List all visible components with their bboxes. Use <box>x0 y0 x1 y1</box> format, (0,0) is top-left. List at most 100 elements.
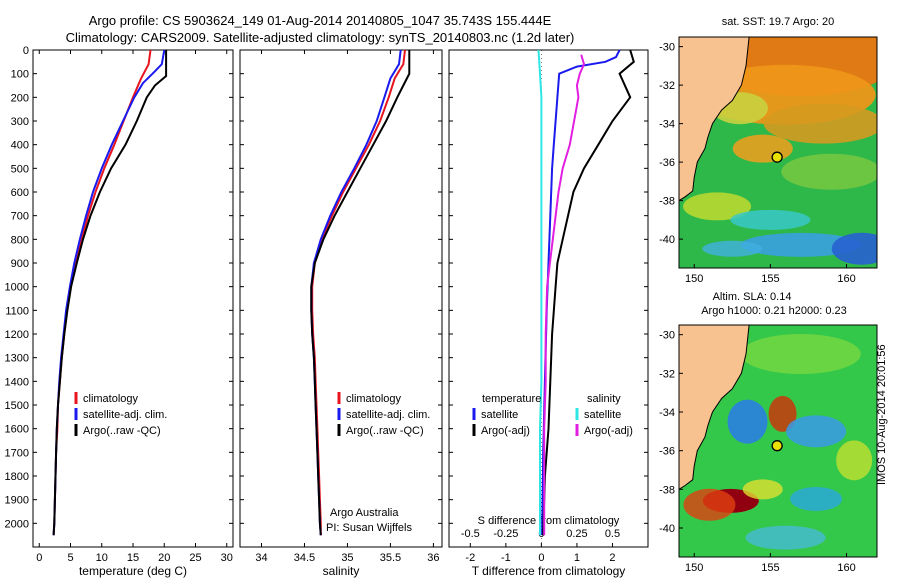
y-tick-label: 1700 <box>5 447 29 459</box>
y-tick-label: -30 <box>659 42 675 54</box>
s-tick-label: 0.5 <box>605 528 620 540</box>
legend-entry: climatology <box>83 393 139 405</box>
y-tick-label: 600 <box>11 187 29 199</box>
x-tick-label: 155 <box>761 562 779 574</box>
y-tick-label: -34 <box>659 119 675 131</box>
x-tick-label: 30 <box>221 552 233 564</box>
land-mass <box>679 37 750 202</box>
y-tick-label: -38 <box>659 196 675 208</box>
x-tick-label: 36 <box>427 552 439 564</box>
y-tick-label: -34 <box>659 407 675 419</box>
map-frame <box>678 36 878 269</box>
legend-group-title: temperature <box>482 393 541 405</box>
x-tick-label: 0 <box>538 552 544 564</box>
y-tick-label: 400 <box>11 140 29 152</box>
x-tick-label: 34 <box>255 552 267 564</box>
float-position-marker <box>771 440 783 452</box>
field-patch <box>768 395 797 432</box>
y-tick-label: 2000 <box>5 518 29 530</box>
x-tick-label: 5 <box>67 552 73 564</box>
x-tick-label: 20 <box>158 552 170 564</box>
y-tick-label: 800 <box>11 234 29 246</box>
field-patch <box>727 399 768 444</box>
legend-entry: satellite-adj. clim. <box>346 409 430 421</box>
y-tick-label: 1900 <box>5 495 29 507</box>
x-tick-label: 34.5 <box>294 552 315 564</box>
field-patch <box>683 192 752 221</box>
x-tick-label: 15 <box>127 552 139 564</box>
plot-frame <box>239 49 443 548</box>
field-patch <box>740 232 861 257</box>
y-tick-label: 1600 <box>5 424 29 436</box>
x-axis-label: T difference from climatology <box>472 564 626 578</box>
x-tick-label: 35.5 <box>380 552 401 564</box>
field-patch <box>781 153 877 190</box>
y-tick-label: 1200 <box>5 329 29 341</box>
map-field <box>679 37 877 268</box>
y-tick-label: 1100 <box>5 305 29 317</box>
field-patch <box>702 240 763 257</box>
legend-entry: satellite <box>584 409 621 421</box>
float-position-marker <box>771 151 783 163</box>
legend-entry: climatology <box>346 393 402 405</box>
legend-entry: satellite <box>481 409 518 421</box>
x-axis-label: salinity <box>323 564 360 578</box>
y-tick-label: -36 <box>659 157 675 169</box>
land-mass <box>679 325 750 490</box>
map-title: sat. SST: 19.7 Argo: 20 <box>722 16 835 28</box>
s-tick-label: -0.5 <box>461 528 480 540</box>
y-tick-label: 1400 <box>5 376 29 388</box>
diff-series-2 <box>537 49 543 536</box>
x-axis-label: temperature (deg C) <box>79 564 187 578</box>
figure-title-line1: Argo profile: CS 5903624_149 01-Aug-2014… <box>88 13 552 28</box>
series-line-2 <box>52 50 168 536</box>
sla-map-panel: -30 -32 -34 -36 -38 -40 150 155 160 Altim. SLA: 0… <box>659 291 878 574</box>
sst-map-panel: -30 -32 -34 -36 -38 -40 150 155 160 sat. SST: 19.… <box>659 16 878 285</box>
legend-group-title: salinity <box>587 393 621 405</box>
y-tick-label: 1300 <box>5 353 29 365</box>
field-patch <box>790 487 843 511</box>
field-patch <box>740 334 861 374</box>
x-tick-label: -2 <box>465 552 475 564</box>
map-title: Altim. SLA: 0.14 <box>713 291 792 303</box>
diff-series-3 <box>543 54 586 536</box>
field-patch <box>763 103 877 144</box>
field-patch <box>683 488 736 521</box>
y-tick-label: 500 <box>11 163 29 175</box>
x-tick-label: -1 <box>501 552 511 564</box>
x-tick-label: 160 <box>837 273 855 285</box>
y-tick-label: 900 <box>11 258 29 270</box>
salinity-panel: 34 34.5 35 35.5 36 salinity climatology satelli… <box>239 49 443 578</box>
y-tick-label: -32 <box>659 80 675 92</box>
legend-entry: Argo(..raw -QC) <box>346 425 424 437</box>
x-tick-label: 1 <box>574 552 580 564</box>
y-tick-label: -32 <box>659 368 675 380</box>
legend-entry: Argo(-adj) <box>584 425 633 437</box>
legend-entry: Argo(..raw -QC) <box>83 425 161 437</box>
x-tick-label: 0 <box>36 552 42 564</box>
annotation-line: PI: Susan Wijffels <box>326 522 412 534</box>
y-tick-label: 100 <box>11 69 29 81</box>
y-tick-label: -40 <box>659 234 675 246</box>
field-patch <box>742 479 783 500</box>
y-tick-label: 1500 <box>5 400 29 412</box>
temperature-panel: 0100200300400500600700800900100011001200… <box>5 45 234 578</box>
x-tick-label: 35 <box>341 552 353 564</box>
y-tick-label: -36 <box>659 446 675 458</box>
field-patch <box>745 525 826 550</box>
s-tick-label: -0.25 <box>493 528 518 540</box>
x-tick-label: 160 <box>837 562 855 574</box>
field-patch <box>730 209 811 230</box>
legend-entry: Argo(-adj) <box>481 425 530 437</box>
field-patch <box>786 415 847 448</box>
field-patch <box>831 232 877 265</box>
plot-frame <box>32 49 234 548</box>
x-tick-label: 155 <box>761 273 779 285</box>
x-tick-label: 2 <box>609 552 615 564</box>
y-tick-label: 0 <box>23 45 29 57</box>
y-tick-label: 1800 <box>5 471 29 483</box>
x-tick-label: 25 <box>189 552 201 564</box>
annotation-line: Argo Australia <box>330 507 399 519</box>
plot-frame <box>448 49 649 548</box>
field-patch <box>732 134 793 163</box>
